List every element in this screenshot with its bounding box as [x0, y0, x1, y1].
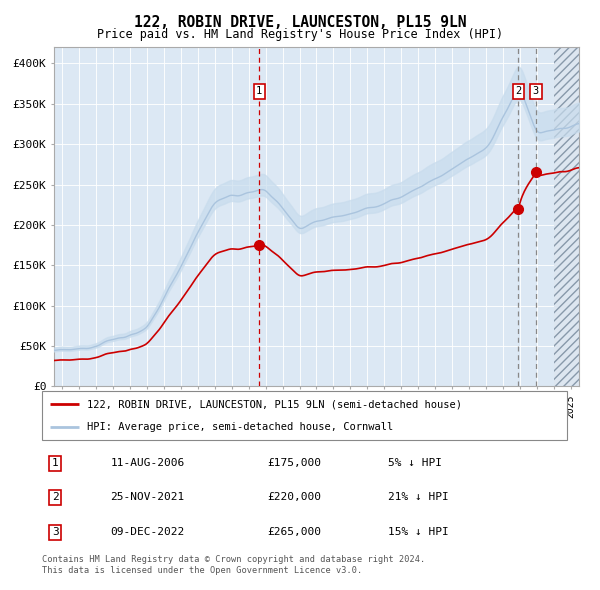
Text: Price paid vs. HM Land Registry's House Price Index (HPI): Price paid vs. HM Land Registry's House … [97, 28, 503, 41]
Text: 11-AUG-2006: 11-AUG-2006 [110, 458, 185, 468]
Text: 3: 3 [533, 86, 539, 96]
Bar [554, 47, 600, 386]
FancyBboxPatch shape [42, 391, 567, 440]
Text: 3: 3 [52, 527, 59, 537]
Text: 122, ROBIN DRIVE, LAUNCESTON, PL15 9LN (semi-detached house): 122, ROBIN DRIVE, LAUNCESTON, PL15 9LN (… [86, 399, 461, 409]
Text: Contains HM Land Registry data © Crown copyright and database right 2024.: Contains HM Land Registry data © Crown c… [42, 555, 425, 563]
Text: HPI: Average price, semi-detached house, Cornwall: HPI: Average price, semi-detached house,… [86, 422, 393, 432]
Text: 122, ROBIN DRIVE, LAUNCESTON, PL15 9LN: 122, ROBIN DRIVE, LAUNCESTON, PL15 9LN [134, 15, 466, 30]
Text: 2: 2 [52, 492, 59, 502]
Text: 2: 2 [515, 86, 521, 96]
Text: 09-DEC-2022: 09-DEC-2022 [110, 527, 185, 537]
Text: 21% ↓ HPI: 21% ↓ HPI [389, 492, 449, 502]
Text: 1: 1 [256, 86, 262, 96]
Text: 15% ↓ HPI: 15% ↓ HPI [389, 527, 449, 537]
Text: £220,000: £220,000 [268, 492, 322, 502]
Text: 1: 1 [52, 458, 59, 468]
Text: This data is licensed under the Open Government Licence v3.0.: This data is licensed under the Open Gov… [42, 566, 362, 575]
Text: 5% ↓ HPI: 5% ↓ HPI [389, 458, 443, 468]
Text: 25-NOV-2021: 25-NOV-2021 [110, 492, 185, 502]
Text: £175,000: £175,000 [268, 458, 322, 468]
Text: £265,000: £265,000 [268, 527, 322, 537]
